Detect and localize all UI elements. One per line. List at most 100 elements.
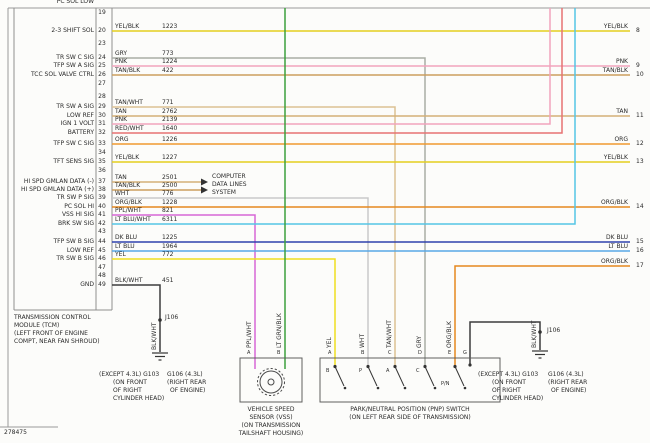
tcm-pin-function: TR SW P SIG [56,194,94,201]
ground-label: G106 (4.3L) [167,371,203,378]
right-wire-color-label: ORG/BLK [601,258,628,265]
tcm-pin-function: BATTERY [67,129,94,136]
tcm-pin-number: 38 [98,186,106,193]
junction-label: J106 [165,314,179,321]
vss-pin-letter: B [277,350,281,356]
tcm-pin-function: TFP SW A SIG [53,62,94,69]
right-pin-number: 8 [636,27,640,34]
circuit-number-label: 1226 [162,136,178,143]
circuit-number-label: 1227 [162,154,178,161]
vss-pin-letter: A [247,350,251,356]
right-pin-number: 16 [636,247,644,254]
tcm-pin-number: 34 [98,149,106,156]
pnp-pin-letter: A [328,350,332,356]
right-pin-number: 11 [636,112,644,119]
vss-caption: VEHICLE SPEED [247,406,295,413]
tcm-pin-function: LOW REF [66,112,94,119]
tcm-pin-number: 48 [98,272,106,279]
ground-label: (ON FRONT [492,379,526,386]
tcm-pin-function: PC SOL LOW [56,0,94,5]
vertical-wire-label: BLK/WHT [151,322,158,350]
wire-color-label: TAN [115,108,127,115]
tcm-pin-function: HI SPD GMLAN DATA (-) [23,178,94,185]
right-pin-number: 14 [636,203,644,210]
wire-color-label: LT BLU/WHT [115,216,151,223]
pnp-switch-contacts [333,363,472,390]
tcm-pin-function: TFP SW C SIG [53,140,94,147]
wire-color-label: TAN [115,174,127,181]
junction-dot-right [538,330,542,334]
pnp-caption: (ON LEFT REAR SIDE OF TRANSMISSION) [349,414,471,421]
right-pin-number: 17 [636,262,644,269]
circuit-number-label: 1964 [162,243,178,250]
pnp-pin-letter: C [388,350,392,356]
tcm-pin-function: IGN 1 VOLT [60,120,94,127]
circuit-number-label: 2762 [162,108,178,115]
ground-label: CYLINDER HEAD) [113,395,165,402]
vertical-wire-label: ORG/BLK [446,321,453,348]
tcm-pin-function: HI SPD GMLAN DATA (+) [20,186,94,193]
tcm-pin-number: 33 [98,140,106,147]
tcm-pin-function: GND [80,281,94,288]
circuit-number-label: 422 [162,67,174,74]
tcm-pin-number: 27 [98,80,106,87]
tcm-pin-number: 32 [98,129,106,136]
right-wire-color-label: YEL/BLK [603,154,628,161]
ground-symbol-right [532,350,548,359]
wire-battery [112,8,563,134]
wire-pnp-output [454,265,630,365]
tcm-pin-number: 44 [98,238,106,245]
circuit-number-label: 2139 [162,116,178,123]
right-wire-color-label: TAN/BLK [602,67,628,74]
vertical-wire-label: WHT [359,333,366,348]
circuit-number-label: 1225 [162,234,178,241]
tcm-pin-number: 40 [98,203,106,210]
vertical-wire-label: LT GRN/BLK [276,313,283,348]
vertical-wire-label: BLK/WHT [531,320,538,348]
tcm-pin-number: 36 [98,167,106,174]
vertical-wire-label: PPL/WHT [246,321,253,348]
wire-color-label: TAN/BLK [115,182,141,189]
junction-label: J106 [547,327,561,334]
junction-dot-left [158,318,162,322]
ground-label: G106 (4.3L) [548,371,584,378]
tcm-pin-number: 45 [98,247,106,254]
tcm-pin-number: 20 [98,27,106,34]
wire-color-label: PPL/WHT [115,207,142,214]
tcm-pin-function: TR SW A SIG [56,103,94,110]
ground-label: (ON FRONT [113,379,147,386]
vss-box [239,357,303,403]
wire-color-label: YEL/BLK [115,23,140,30]
right-pin-number: 10 [636,71,644,78]
tcm-pin-function: PC SOL HI [64,203,94,210]
tcm-pin-number: 19 [98,9,106,16]
tcm-pin-number: 47 [98,264,106,271]
diagram-id: 278475 [4,429,27,436]
wire-color-label: BLK/WHT [115,277,143,284]
tcm-pin-number: 23 [98,40,106,47]
wire-vss-hi [112,214,256,369]
right-wire-color-label: DK BLU [605,234,628,241]
tcm-pin-function: 2-3 SHIFT SOL [51,27,94,34]
tcm-pin-function: BRK SW SIG [57,220,94,227]
right-pin-number: 12 [636,140,644,147]
tcm-pin-number: 28 [98,93,106,100]
circuit-number-label: 1640 [162,125,178,132]
tcm-pin-number: 24 [98,54,106,61]
tcm-pin-function: TFT SENS SIG [53,158,94,165]
tcm-pin-function: TR SW B SIG [56,255,94,262]
tcm-pin-function: VSS HI SIG [61,211,94,218]
wire-color-label: GRY [115,50,128,57]
vss-gear-symbol [257,368,285,396]
right-pin-number: 13 [636,158,644,165]
wire-ign-1-volt [112,8,551,125]
circuit-number-label: 1228 [162,199,178,206]
right-wire-color-label: YEL/BLK [603,23,628,30]
wire-color-label: LT BLU [115,243,135,250]
wire-gnd-left [112,284,161,352]
ground-label: CYLINDER HEAD) [492,395,544,402]
circuit-number-label: 451 [162,277,174,284]
pnp-contact-label: B [326,368,330,374]
tcm-pin-number: 29 [98,103,106,110]
